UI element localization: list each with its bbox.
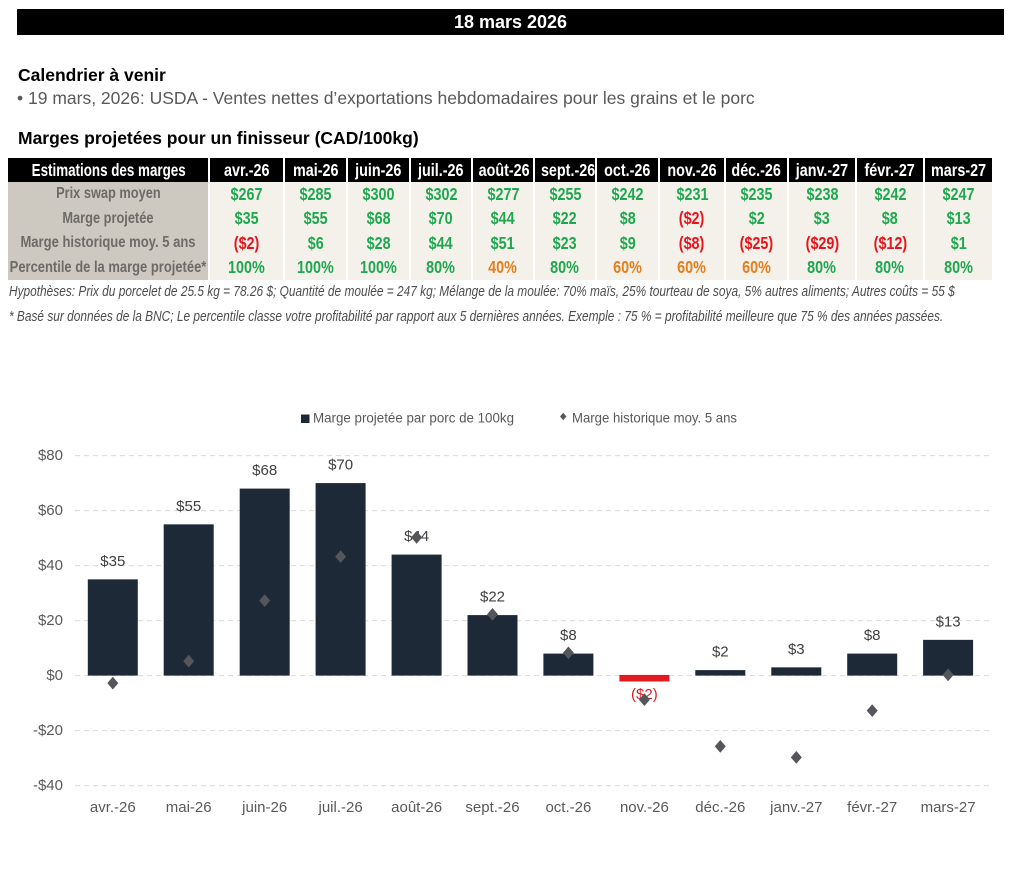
svg-text:-$20: -$20 xyxy=(33,722,63,739)
svg-text:$13: $13 xyxy=(936,613,961,630)
svg-text:nov.-26: nov.-26 xyxy=(620,799,669,816)
svg-text:juil.-26: juil.-26 xyxy=(318,799,363,816)
svg-text:Marge projetée par porc de 100: Marge projetée par porc de 100kg xyxy=(313,410,514,426)
svg-text:$0: $0 xyxy=(46,667,63,684)
svg-text:$8: $8 xyxy=(560,627,577,644)
svg-text:$3: $3 xyxy=(788,641,805,658)
svg-text:$68: $68 xyxy=(252,462,277,479)
svg-text:févr.-27: févr.-27 xyxy=(847,799,897,816)
svg-text:mars-27: mars-27 xyxy=(921,799,976,816)
svg-text:janv.-27: janv.-27 xyxy=(769,799,822,816)
svg-text:$60: $60 xyxy=(38,502,63,519)
svg-text:$40: $40 xyxy=(38,557,63,574)
svg-text:avr.-26: avr.-26 xyxy=(90,799,136,816)
svg-text:$70: $70 xyxy=(328,457,353,474)
svg-text:-$40: -$40 xyxy=(33,777,63,794)
svg-text:déc.-26: déc.-26 xyxy=(695,799,745,816)
svg-text:$35: $35 xyxy=(100,553,125,570)
svg-text:$2: $2 xyxy=(712,644,729,661)
svg-text:$22: $22 xyxy=(480,589,505,606)
svg-text:$80: $80 xyxy=(38,447,63,464)
svg-text:$8: $8 xyxy=(864,627,881,644)
svg-text:Marge historique moy. 5 ans: Marge historique moy. 5 ans xyxy=(572,410,737,426)
svg-text:mai-26: mai-26 xyxy=(166,799,212,816)
svg-text:juin-26: juin-26 xyxy=(241,799,287,816)
svg-text:$55: $55 xyxy=(176,498,201,515)
svg-text:$20: $20 xyxy=(38,612,63,629)
svg-text:sept.-26: sept.-26 xyxy=(465,799,519,816)
svg-text:août-26: août-26 xyxy=(391,799,442,816)
svg-text:oct.-26: oct.-26 xyxy=(545,799,591,816)
